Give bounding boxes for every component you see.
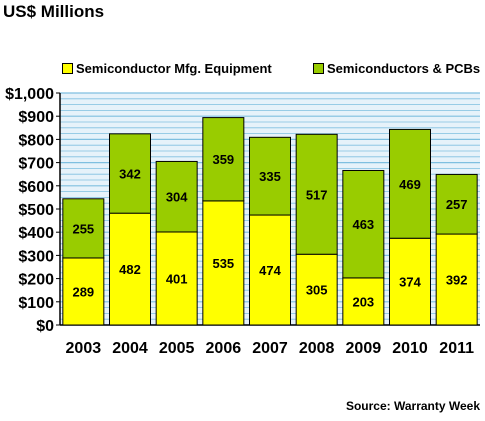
bar-value-label: 535 bbox=[212, 256, 234, 271]
bar-segment bbox=[342, 277, 385, 326]
bar-segment bbox=[62, 257, 105, 326]
bar-value-label: 463 bbox=[352, 217, 374, 232]
y-tick-label: $800 bbox=[18, 132, 54, 149]
bar-value-label: 359 bbox=[212, 152, 234, 167]
bar-segment bbox=[389, 128, 431, 239]
bar-value-label: 203 bbox=[352, 294, 374, 309]
legend: Semiconductor Mfg. Equipment Semiconduct… bbox=[60, 58, 485, 78]
bar-segment bbox=[249, 214, 291, 326]
y-tick-label: $700 bbox=[18, 156, 54, 173]
bar-value-label: 257 bbox=[446, 197, 468, 212]
bar-value-label: 289 bbox=[72, 284, 94, 299]
legend-item-semiconductors-pcbs: Semiconductors & PCBs bbox=[313, 58, 480, 78]
bar-segment bbox=[202, 117, 245, 202]
legend-item-mfg-equipment: Semiconductor Mfg. Equipment bbox=[62, 58, 272, 78]
y-tick-label: $400 bbox=[18, 225, 54, 242]
legend-swatch-semiconductors-pcbs bbox=[313, 62, 324, 74]
bar-value-label: 374 bbox=[399, 275, 421, 290]
x-tick-label: 2006 bbox=[206, 340, 242, 357]
x-tick-label: 2004 bbox=[112, 340, 148, 357]
bar-value-label: 304 bbox=[166, 190, 188, 205]
legend-label-semiconductors-pcbs: Semiconductors & PCBs bbox=[327, 60, 481, 76]
y-tick-label: $600 bbox=[18, 179, 54, 196]
chart-title: US$ Millions bbox=[3, 2, 105, 21]
bar-segment bbox=[249, 136, 291, 216]
x-tick-label: 2009 bbox=[346, 340, 382, 357]
legend-label-mfg-equipment: Semiconductor Mfg. Equipment bbox=[76, 60, 272, 76]
bar-segment bbox=[295, 253, 338, 326]
x-tick-label: 2005 bbox=[159, 340, 195, 357]
y-tick-label: $1,000 bbox=[5, 86, 54, 103]
y-tick-label: $300 bbox=[18, 248, 54, 265]
bar-value-label: 482 bbox=[119, 262, 141, 277]
bar-segment bbox=[109, 133, 151, 214]
bar-value-label: 474 bbox=[259, 263, 281, 278]
x-tick-label: 2011 bbox=[439, 340, 474, 357]
y-tick-label: $900 bbox=[18, 109, 54, 126]
bar-segment bbox=[342, 169, 385, 279]
legend-swatch-mfg-equipment bbox=[62, 62, 73, 74]
bar-segment bbox=[155, 160, 198, 233]
bar-value-label: 335 bbox=[259, 169, 281, 184]
bar-value-label: 517 bbox=[306, 187, 328, 202]
source-note: Source: Warranty Week bbox=[345, 399, 480, 413]
bar-value-label: 305 bbox=[306, 283, 328, 298]
bar-segment bbox=[202, 200, 245, 326]
bar-segment bbox=[109, 212, 151, 326]
y-tick-label: $0 bbox=[36, 318, 54, 335]
y-tick-label: $100 bbox=[18, 295, 54, 312]
bar-value-label: 392 bbox=[446, 273, 468, 288]
y-tick-label: $200 bbox=[18, 272, 54, 289]
bar-value-label: 469 bbox=[399, 177, 421, 192]
y-tick-label: $500 bbox=[18, 202, 54, 219]
bar-segment bbox=[295, 133, 338, 255]
bar-segment bbox=[435, 173, 478, 235]
bar-segment bbox=[389, 237, 431, 326]
x-tick-label: 2008 bbox=[299, 340, 335, 357]
bar-segment bbox=[62, 198, 105, 259]
bar-value-label: 401 bbox=[166, 271, 188, 286]
x-tick-label: 2007 bbox=[252, 340, 288, 357]
x-tick-label: 2003 bbox=[66, 340, 102, 357]
bar-segment bbox=[155, 231, 198, 326]
bar-value-label: 255 bbox=[72, 221, 94, 236]
bar-value-label: 342 bbox=[119, 167, 141, 182]
x-tick-label: 2010 bbox=[392, 340, 428, 357]
